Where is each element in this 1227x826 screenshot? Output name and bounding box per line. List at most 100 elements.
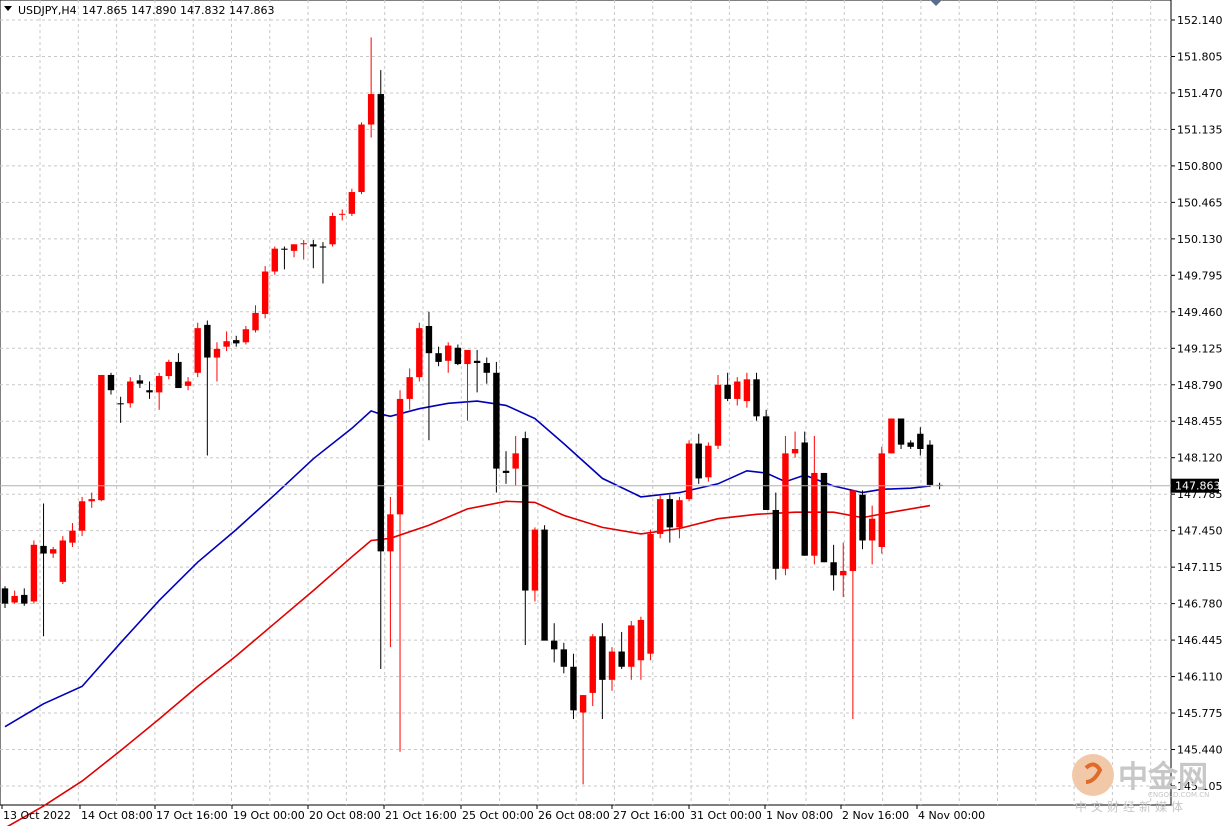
candle-body (599, 636, 606, 680)
candle-body (579, 695, 587, 713)
candle-body (666, 499, 674, 528)
scroll-marker-icon[interactable] (930, 0, 942, 6)
candle (926, 440, 934, 488)
candle (261, 266, 269, 319)
candle (830, 544, 837, 591)
candle-body (348, 192, 356, 214)
time-tick-label: 25 Oct 00:00 (462, 809, 534, 822)
candle-body (695, 443, 702, 479)
watermark-sub-text: CNGOLD.COM.CN (1148, 791, 1209, 799)
candle-body (493, 372, 500, 469)
candle-body (656, 499, 664, 534)
candle (791, 431, 799, 458)
candle-body (223, 341, 230, 347)
candle-body (926, 444, 934, 485)
candle-body (531, 529, 539, 591)
candle (840, 542, 847, 598)
candle (628, 621, 635, 680)
candle (252, 305, 259, 333)
collapse-arrow-icon[interactable] (4, 6, 12, 11)
candle (271, 246, 278, 275)
candle-body (714, 384, 722, 446)
candle (339, 209, 346, 221)
time-tick-label: 21 Oct 16:00 (385, 809, 457, 822)
chart-header-symbol: USDJPY,H4 (18, 4, 77, 17)
candle-body (676, 500, 683, 528)
candle-body (435, 353, 442, 362)
candle-body (49, 549, 57, 554)
candle (868, 505, 876, 565)
candle-body (868, 518, 876, 541)
candle-body (878, 453, 885, 547)
candle-body (570, 666, 577, 711)
candle (445, 342, 452, 373)
time-tick-label: 27 Oct 16:00 (613, 809, 685, 822)
candle-body (685, 443, 693, 500)
candle-body (743, 379, 751, 402)
candle (579, 695, 587, 785)
price-tick-label: 150.800 (1177, 160, 1223, 173)
candle (88, 492, 95, 508)
candle (11, 590, 18, 604)
candle (762, 409, 770, 510)
candle-body (88, 499, 95, 502)
candle-body (608, 651, 616, 680)
candle (213, 342, 221, 382)
candle (136, 374, 144, 389)
watermark-tagline: 中文财经新媒体 (1075, 799, 1187, 814)
candle (358, 122, 365, 195)
candle (483, 357, 490, 384)
candle (888, 418, 895, 454)
current-price-label: 147.863 (1171, 478, 1221, 493)
candle (30, 540, 38, 604)
candle (184, 377, 192, 391)
candle (155, 372, 163, 410)
candle (493, 361, 500, 493)
candle-body (724, 384, 731, 399)
candle-body (252, 312, 259, 331)
candle-body (290, 244, 298, 251)
candle-body (801, 442, 808, 556)
candle-body (454, 347, 462, 365)
candle (502, 451, 510, 484)
candle (464, 349, 471, 421)
candle (242, 325, 250, 345)
price-tick-label: 149.795 (1177, 269, 1223, 282)
candle (705, 442, 712, 482)
candle (367, 37, 375, 138)
candle (425, 311, 433, 441)
candle (416, 322, 423, 382)
candle (454, 344, 462, 366)
candle-body (762, 416, 770, 510)
candle (878, 446, 885, 554)
time-tick-label: 17 Oct 16:00 (156, 809, 228, 822)
candle-body (897, 418, 905, 445)
candle-body (59, 540, 67, 582)
price-tick-label: 146.780 (1177, 598, 1223, 611)
price-tick-label: 149.460 (1177, 306, 1223, 319)
time-tick-label: 4 Nov 00:00 (918, 809, 985, 822)
candle (146, 381, 153, 399)
candle (49, 546, 57, 558)
candle (618, 631, 625, 669)
candle (772, 492, 779, 580)
candle (917, 427, 924, 456)
candle-body (213, 348, 221, 358)
candle-body (30, 544, 38, 602)
candle-body (464, 349, 471, 365)
candle-body (78, 501, 86, 531)
candle-body (618, 651, 625, 667)
candle-body (541, 529, 548, 641)
candle (21, 588, 28, 606)
price-tick-label: 147.115 (1177, 561, 1223, 574)
candle-body (753, 379, 760, 417)
candle-body (502, 470, 510, 473)
candle-body (512, 453, 519, 469)
candle (233, 335, 240, 347)
candle-body (69, 530, 76, 543)
chart-header-ohlc: 147.865 147.890 147.832 147.863 (82, 4, 274, 17)
grid (0, 0, 1172, 806)
candle-body (560, 649, 568, 667)
